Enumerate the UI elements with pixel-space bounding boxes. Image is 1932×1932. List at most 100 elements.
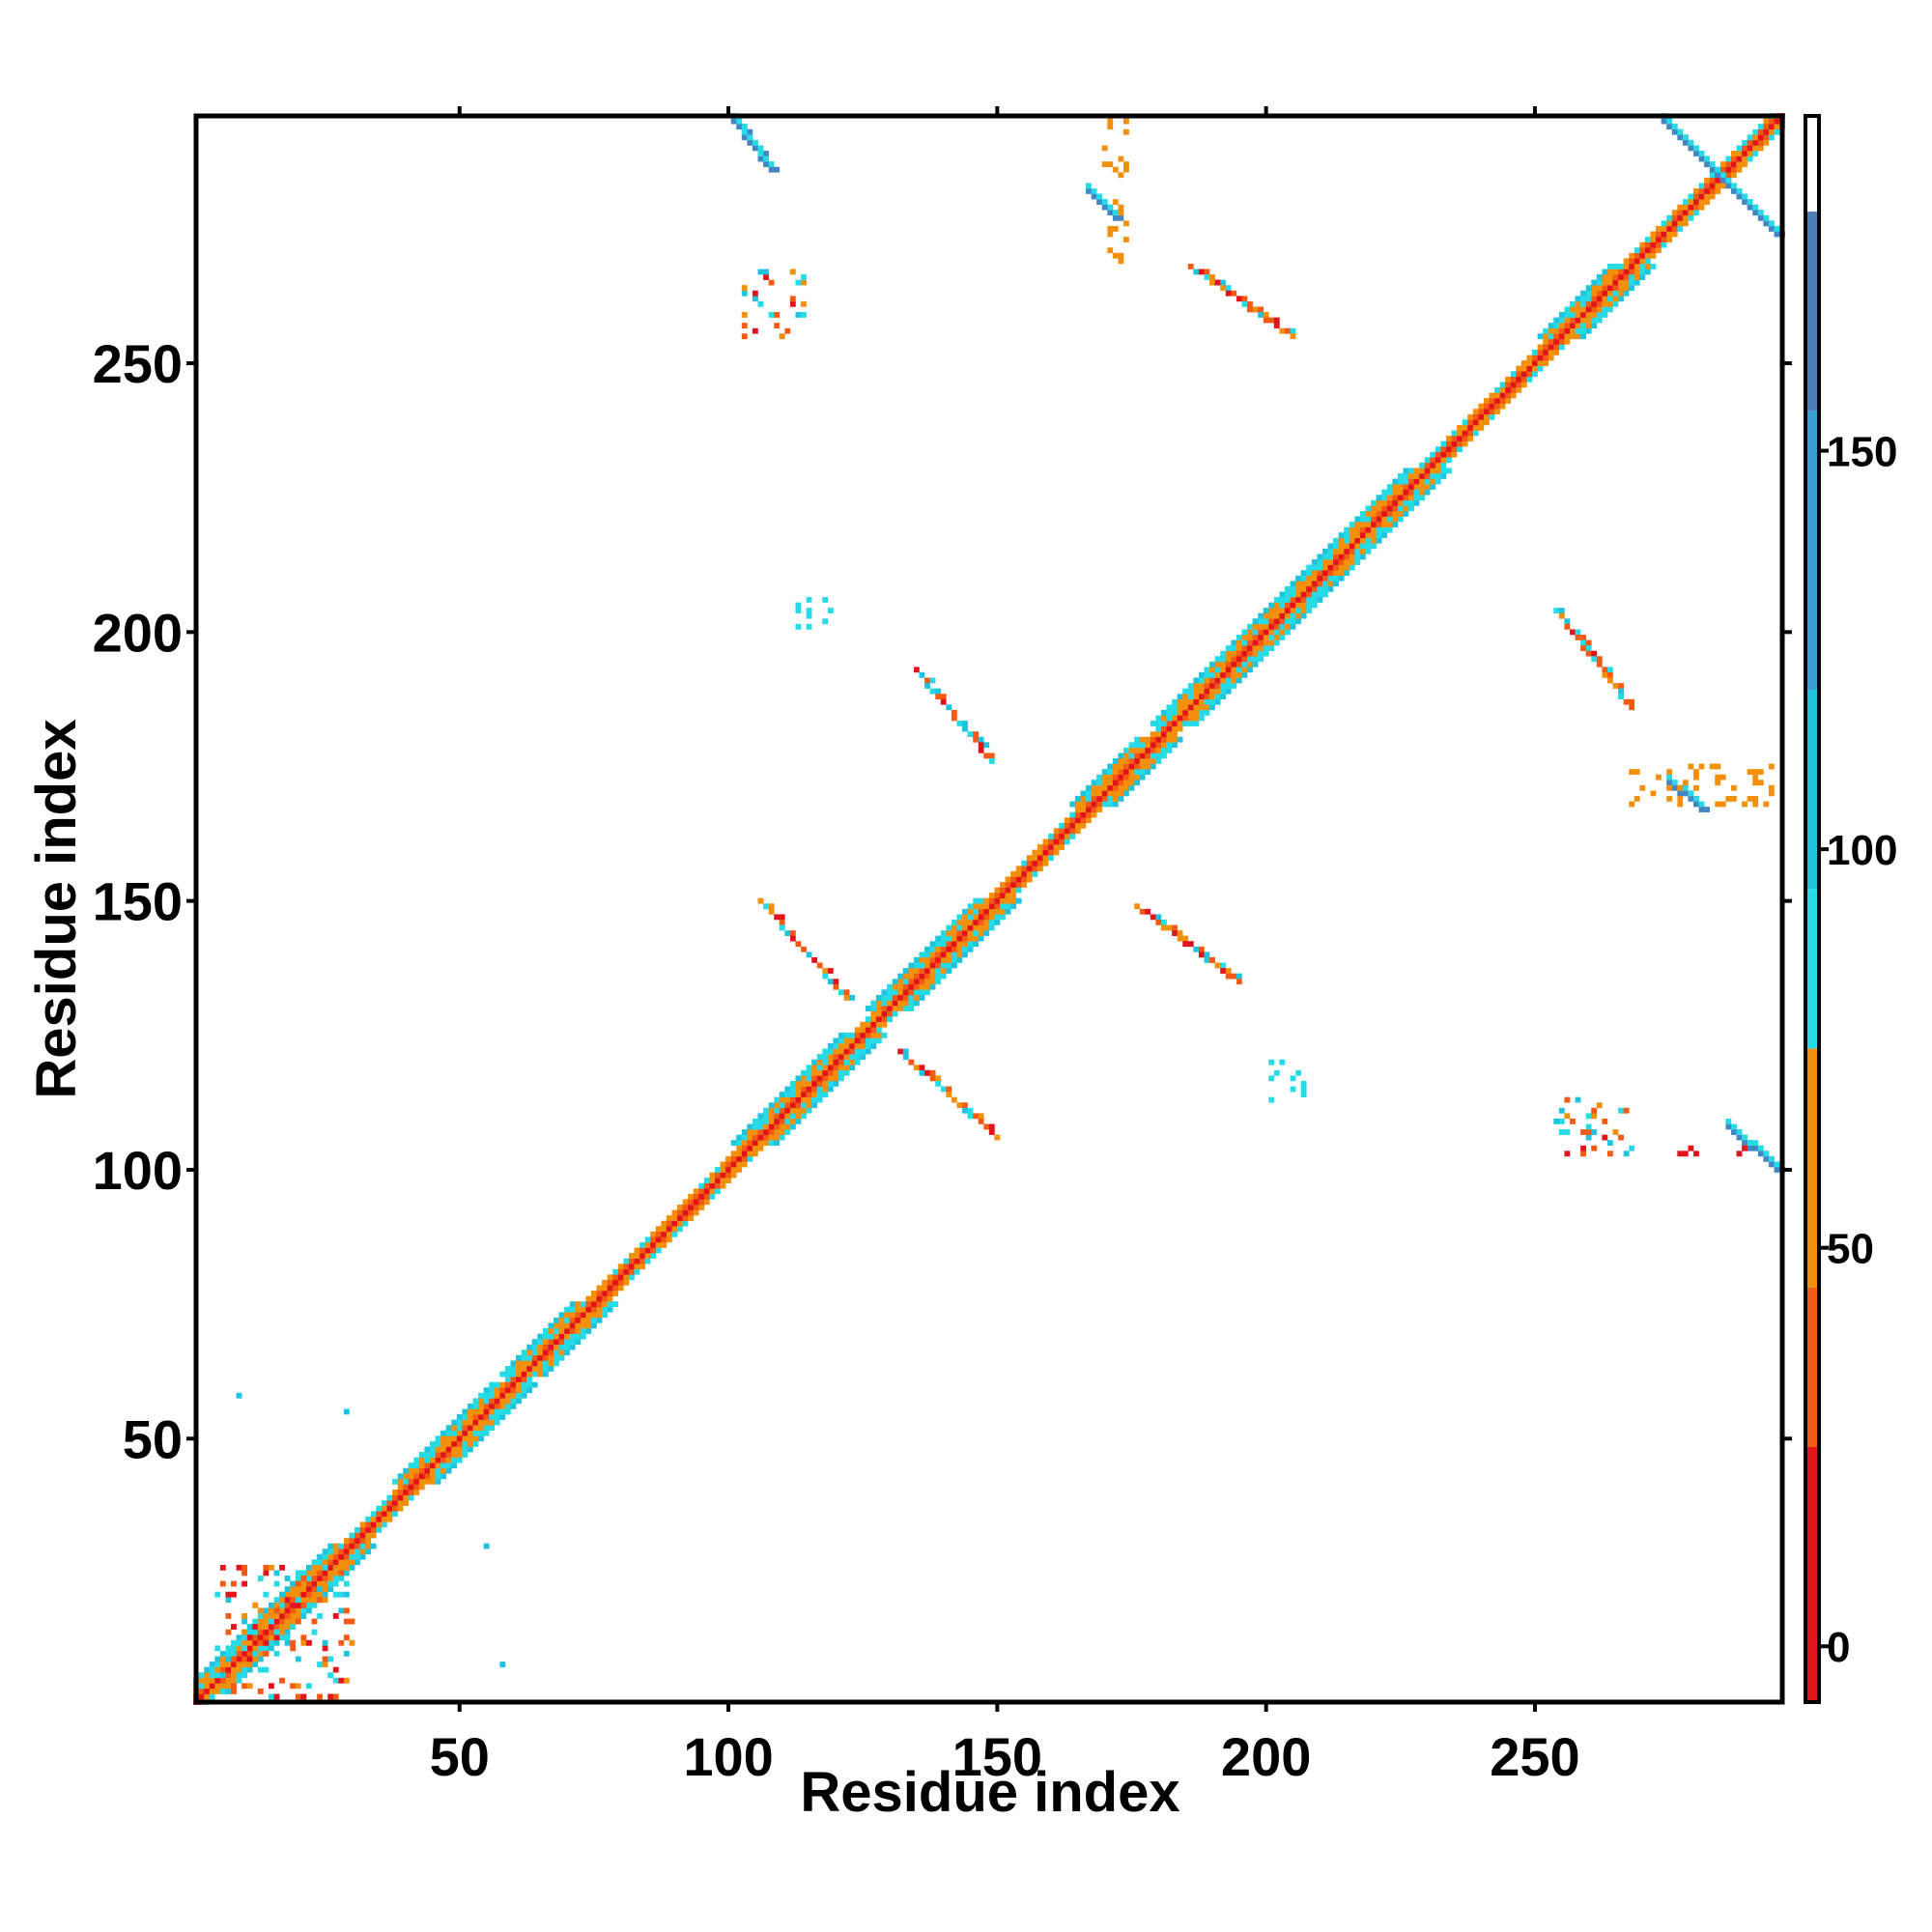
contact-cell [736, 1151, 743, 1157]
contact-cell [504, 1403, 511, 1409]
contact-cell [1774, 118, 1780, 125]
contact-cell [1236, 671, 1242, 678]
contact-cell [994, 903, 1001, 910]
contact-cell [1666, 780, 1673, 786]
contact-cell [1338, 548, 1345, 554]
contact-cell [1236, 634, 1242, 640]
contact-cell [1241, 661, 1248, 668]
contact-cell [1688, 199, 1694, 205]
contact-cell [935, 1075, 942, 1082]
contact-cell [305, 1602, 312, 1608]
contact-cell [1715, 763, 1721, 770]
contact-cell [1505, 382, 1512, 388]
contact-cell [322, 1570, 328, 1577]
contact-cell [236, 1662, 242, 1667]
contact-cell [1774, 225, 1780, 232]
contact-cell [1010, 903, 1016, 910]
contact-cell [429, 1452, 436, 1458]
contact-cell [418, 1478, 425, 1485]
contact-cell [789, 300, 796, 307]
contact-cell [612, 1301, 619, 1308]
contact-cell [607, 1301, 613, 1308]
contact-cell [1709, 193, 1716, 200]
contact-cell [365, 1543, 372, 1549]
contact-cell [1709, 763, 1716, 770]
contact-cell [1160, 753, 1167, 759]
contact-cell [988, 1123, 995, 1130]
contact-cell [1381, 489, 1388, 496]
contact-cell [1166, 704, 1173, 711]
contact-cell [424, 1452, 431, 1458]
contact-cell [940, 952, 947, 958]
contact-cell [1520, 360, 1527, 366]
contact-cell [994, 1134, 1001, 1141]
contact-cell [537, 1333, 544, 1340]
contact-cell [924, 677, 930, 684]
contact-cell [1311, 591, 1318, 598]
contact-cell [1074, 828, 1081, 835]
contact-cell [295, 1656, 301, 1662]
contact-cell [1715, 183, 1721, 189]
contact-cell [967, 1107, 974, 1114]
contact-cell [736, 124, 743, 130]
contact-cell [1623, 698, 1630, 705]
contact-cell [822, 597, 829, 603]
contact-cell [865, 1027, 871, 1034]
contact-cell [1537, 365, 1544, 372]
contact-cell [225, 1629, 232, 1635]
contact-cell [1096, 807, 1103, 812]
contact-cell [1467, 436, 1474, 441]
contact-cell [1300, 612, 1307, 619]
contact-cell [1730, 1123, 1737, 1130]
contact-cell [284, 1602, 291, 1608]
contact-cell [1333, 554, 1339, 560]
contact-cell [752, 1129, 758, 1135]
contact-cell [1606, 285, 1613, 292]
contact-cell [935, 952, 942, 958]
contact-cell [1123, 780, 1129, 786]
contact-cell [510, 1398, 517, 1405]
contact-cell [542, 1354, 549, 1361]
contact-cell [338, 1553, 345, 1560]
contact-cell [537, 1354, 544, 1361]
contact-cell [833, 1065, 839, 1071]
contact-cell [843, 989, 850, 996]
contact-cell [1193, 677, 1200, 684]
contact-cell [946, 924, 952, 931]
contact-cell [290, 1645, 297, 1652]
contact-cell [1365, 532, 1372, 539]
contact-cell [332, 1693, 339, 1700]
contact-cell [1187, 698, 1194, 705]
contact-cell [494, 1392, 500, 1399]
contact-cell [1677, 784, 1684, 791]
contact-cell [1445, 468, 1452, 474]
contact-cell [1290, 327, 1296, 334]
contact-cell [956, 941, 963, 948]
contact-cell [612, 1285, 619, 1292]
contact-cell [688, 1215, 695, 1221]
contact-cell [671, 1231, 678, 1237]
contact-cell [741, 312, 748, 318]
contact-cell [946, 968, 952, 974]
contact-cell [897, 1000, 904, 1007]
contact-cell [242, 1629, 248, 1635]
contact-cell [1317, 554, 1323, 560]
contact-cell [317, 1693, 323, 1700]
contact-cell [1064, 828, 1070, 835]
contact-cell [564, 1333, 570, 1340]
contact-cell [999, 903, 1006, 910]
contact-cell [311, 1618, 318, 1625]
contact-cell [789, 1092, 796, 1097]
contact-cell [231, 1688, 237, 1694]
contact-cell [875, 1000, 882, 1007]
contact-cell [1198, 704, 1205, 711]
contact-cell [1580, 1151, 1586, 1157]
contact-cell [1290, 1086, 1296, 1093]
contact-cell [198, 1677, 205, 1684]
contact-cell [779, 1096, 785, 1103]
contact-cell [279, 1602, 285, 1608]
contact-cell [1736, 145, 1743, 152]
contact-cell [359, 1553, 366, 1560]
contact-cell [1580, 300, 1586, 307]
contact-cell [795, 1107, 802, 1114]
